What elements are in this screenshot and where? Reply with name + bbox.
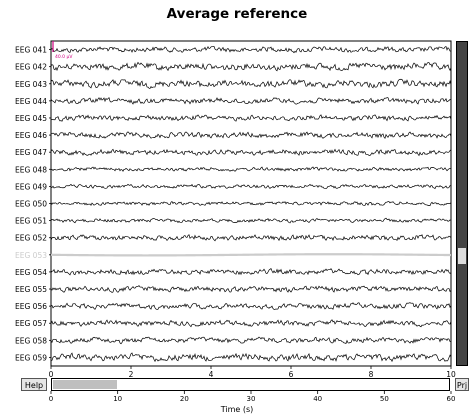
scroll-tick-label: 50 xyxy=(380,395,389,403)
channel-label[interactable]: EEG 058 xyxy=(15,336,47,345)
scroll-tick-label: 60 xyxy=(447,395,456,403)
time-scrollbar-thumb[interactable] xyxy=(53,380,117,389)
x-tick-label: 0 xyxy=(49,370,54,379)
scroll-tick-label: 0 xyxy=(49,395,53,403)
scale-bar-label: 40.0 μV xyxy=(55,54,73,60)
eeg-trace[interactable] xyxy=(50,302,452,310)
channel-label[interactable]: EEG 041 xyxy=(15,46,47,55)
channel-label[interactable]: EEG 057 xyxy=(15,319,47,328)
eeg-trace[interactable] xyxy=(50,352,452,363)
eeg-trace[interactable] xyxy=(50,45,452,54)
x-tick-label: 6 xyxy=(289,370,294,379)
channel-label[interactable]: EEG 042 xyxy=(15,63,47,72)
eeg-trace[interactable] xyxy=(50,285,452,293)
eeg-trace[interactable] xyxy=(50,234,452,242)
channel-scrollbar-thumb[interactable] xyxy=(458,248,466,264)
projector-button[interactable]: Prj xyxy=(455,378,469,391)
eeg-trace[interactable] xyxy=(50,253,452,257)
channel-label[interactable]: EEG 052 xyxy=(15,234,47,243)
x-tick-label: 2 xyxy=(129,370,134,379)
eeg-trace[interactable] xyxy=(50,131,452,140)
scroll-tick-label: 40 xyxy=(313,395,322,403)
scroll-tick-label: 10 xyxy=(113,395,122,403)
x-tick-label: 4 xyxy=(209,370,214,379)
channel-label[interactable]: EEG 047 xyxy=(15,148,47,157)
channel-label[interactable]: EEG 050 xyxy=(15,200,47,209)
eeg-trace[interactable] xyxy=(50,200,452,207)
eeg-trace[interactable] xyxy=(50,319,452,328)
scroll-tick-label: 20 xyxy=(180,395,189,403)
channel-label[interactable]: EEG 043 xyxy=(15,80,47,89)
channel-label[interactable]: EEG 049 xyxy=(15,182,47,191)
x-axis-label: Time (s) xyxy=(220,405,254,414)
eeg-trace[interactable] xyxy=(50,166,452,172)
channel-label[interactable]: EEG 056 xyxy=(15,302,47,311)
channel-label[interactable]: EEG 051 xyxy=(15,217,47,226)
x-tick-label: 8 xyxy=(369,370,374,379)
scroll-tick-label: 30 xyxy=(247,395,256,403)
x-tick-label: 10 xyxy=(446,370,456,379)
eeg-trace[interactable] xyxy=(50,78,452,89)
eeg-trace[interactable] xyxy=(50,148,452,157)
channel-label[interactable]: EEG 055 xyxy=(15,285,47,294)
time-scrollbar[interactable] xyxy=(51,378,450,391)
channel-label[interactable]: EEG 053 xyxy=(15,251,47,260)
channel-label[interactable]: EEG 045 xyxy=(15,114,47,123)
eeg-trace[interactable] xyxy=(50,217,452,224)
channel-label[interactable]: EEG 048 xyxy=(15,165,47,174)
eeg-trace[interactable] xyxy=(50,97,452,105)
channel-label[interactable]: EEG 059 xyxy=(15,353,47,362)
channel-label[interactable]: EEG 044 xyxy=(15,97,47,106)
eeg-trace[interactable] xyxy=(50,114,452,122)
eeg-trace[interactable] xyxy=(50,336,452,345)
help-button[interactable]: Help xyxy=(21,378,47,391)
channel-label[interactable]: EEG 054 xyxy=(15,268,47,277)
eeg-trace[interactable] xyxy=(50,183,452,190)
channel-scrollbar[interactable] xyxy=(456,41,468,366)
plot-title: Average reference xyxy=(166,6,308,22)
eeg-trace[interactable] xyxy=(50,268,452,276)
eeg-trace[interactable] xyxy=(50,61,452,72)
channel-label[interactable]: EEG 046 xyxy=(15,131,47,140)
